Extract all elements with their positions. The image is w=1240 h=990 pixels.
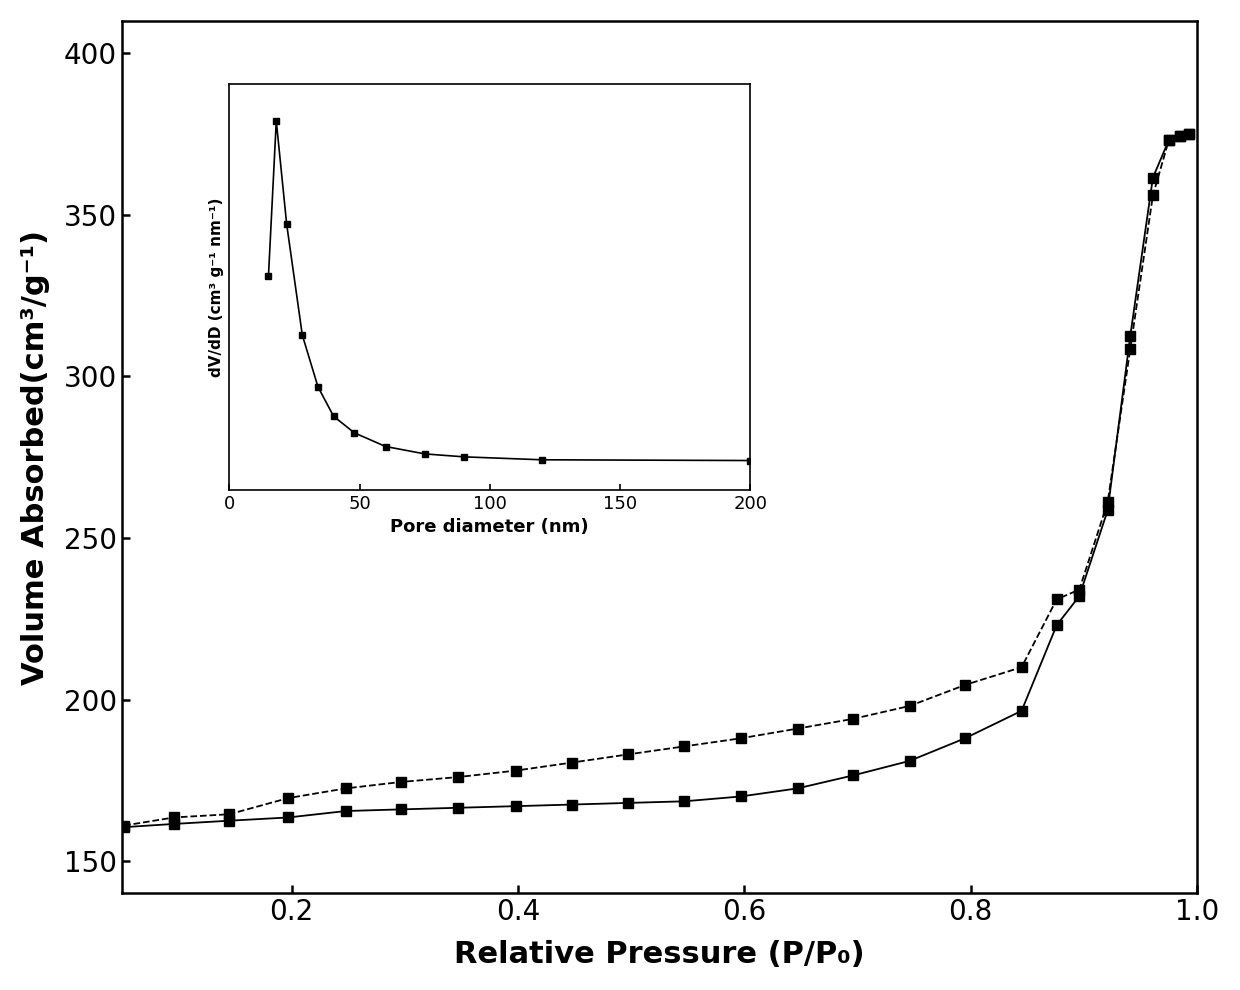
X-axis label: Pore diameter (nm): Pore diameter (nm) (391, 519, 589, 537)
X-axis label: Relative Pressure (P/P₀): Relative Pressure (P/P₀) (454, 940, 864, 969)
Y-axis label: dV/dD (cm³ g⁻¹ nm⁻¹): dV/dD (cm³ g⁻¹ nm⁻¹) (208, 197, 224, 377)
Y-axis label: Volume Absorbed(cm³/g⁻¹): Volume Absorbed(cm³/g⁻¹) (21, 230, 50, 685)
